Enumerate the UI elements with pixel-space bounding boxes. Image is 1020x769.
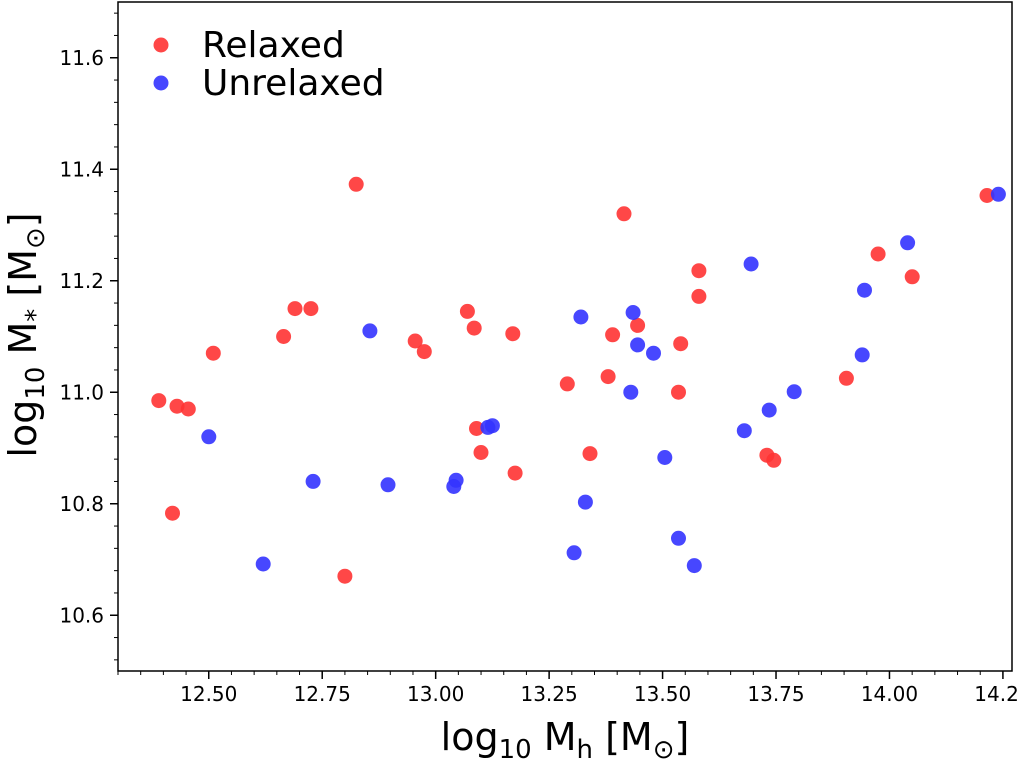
legend-marker-relaxed xyxy=(153,37,169,53)
y-tick-label: 11.4 xyxy=(59,157,104,181)
point-relaxed-4 xyxy=(205,345,221,361)
point-relaxed-6 xyxy=(287,301,303,317)
x-tick-label: 13.50 xyxy=(634,682,691,706)
point-unrelaxed-19 xyxy=(736,423,752,439)
point-unrelaxed-20 xyxy=(743,256,759,272)
point-relaxed-15 xyxy=(473,445,489,460)
point-relaxed-33 xyxy=(979,188,995,203)
point-relaxed-17 xyxy=(507,465,523,481)
point-relaxed-31 xyxy=(870,246,886,262)
point-relaxed-32 xyxy=(904,269,920,285)
point-relaxed-24 xyxy=(671,384,686,400)
point-unrelaxed-12 xyxy=(623,384,639,400)
point-relaxed-10 xyxy=(407,333,423,349)
point-relaxed-8 xyxy=(337,568,353,584)
y-axis-label: log10 M* [M⊙] xyxy=(1,212,51,457)
point-unrelaxed-10 xyxy=(573,309,589,325)
point-unrelaxed-17 xyxy=(671,530,686,546)
point-unrelaxed-18 xyxy=(686,558,702,574)
point-relaxed-27 xyxy=(691,288,707,304)
point-unrelaxed-15 xyxy=(646,345,661,361)
x-tick-label: 12.50 xyxy=(180,682,237,706)
x-tick-label: 14.25 xyxy=(974,682,1020,706)
point-unrelaxed-4 xyxy=(380,477,396,493)
y-axis: 10.6 10.8 11.0 11.2 11.4 11.6 xyxy=(59,12,118,661)
points-layer xyxy=(151,176,1006,584)
point-relaxed-11 xyxy=(416,344,432,360)
x-axis: 12.50 12.75 13.00 13.25 13.50 13.75 14.00 14.25 xyxy=(117,671,1020,706)
point-unrelaxed-0 xyxy=(201,429,217,445)
point-relaxed-5 xyxy=(276,329,292,344)
point-relaxed-1 xyxy=(169,398,185,414)
point-relaxed-16 xyxy=(505,326,521,342)
x-tick-label: 12.75 xyxy=(294,682,351,706)
point-unrelaxed-9 xyxy=(566,545,582,561)
point-relaxed-19 xyxy=(582,446,598,462)
point-unrelaxed-11 xyxy=(577,494,593,510)
point-unrelaxed-26 xyxy=(990,186,1006,202)
point-relaxed-23 xyxy=(630,317,646,333)
legend-label-unrelaxed: Unrelaxed xyxy=(202,63,385,104)
x-tick-label: 13.25 xyxy=(520,682,577,706)
point-unrelaxed-25 xyxy=(900,235,916,251)
y-tick-label: 10.8 xyxy=(59,492,104,516)
point-relaxed-18 xyxy=(559,376,575,392)
point-relaxed-0 xyxy=(151,393,167,409)
point-relaxed-22 xyxy=(616,206,632,222)
point-relaxed-13 xyxy=(466,320,482,336)
point-unrelaxed-8 xyxy=(484,418,500,434)
point-relaxed-2 xyxy=(180,401,196,417)
point-unrelaxed-16 xyxy=(657,450,673,465)
y-tick-label: 11.6 xyxy=(59,46,104,70)
legend-marker-unrelaxed xyxy=(153,75,169,91)
point-relaxed-20 xyxy=(600,369,616,385)
plot-frame xyxy=(117,1,1013,672)
x-tick-label: 13.00 xyxy=(407,682,464,706)
point-relaxed-21 xyxy=(605,327,621,343)
y-tick-label: 11.0 xyxy=(59,380,104,404)
x-axis-label: log10 Mh [M⊙] xyxy=(441,715,690,765)
point-relaxed-25 xyxy=(673,336,689,352)
point-unrelaxed-1 xyxy=(255,556,271,572)
point-relaxed-9 xyxy=(348,176,364,192)
point-unrelaxed-13 xyxy=(625,305,641,320)
y-tick-label: 10.6 xyxy=(59,603,104,627)
point-unrelaxed-14 xyxy=(630,337,646,353)
point-unrelaxed-6 xyxy=(448,472,464,488)
x-tick-label: 14.00 xyxy=(861,682,918,706)
legend-label-relaxed: Relaxed xyxy=(202,25,345,66)
point-relaxed-7 xyxy=(303,301,319,317)
point-relaxed-3 xyxy=(165,505,180,521)
point-relaxed-26 xyxy=(691,263,707,279)
point-unrelaxed-22 xyxy=(786,384,802,400)
point-relaxed-29 xyxy=(766,452,782,468)
point-relaxed-30 xyxy=(838,370,854,386)
point-unrelaxed-3 xyxy=(362,323,378,339)
point-relaxed-14 xyxy=(469,421,484,436)
x-tick-label: 13.75 xyxy=(747,682,804,706)
point-unrelaxed-24 xyxy=(857,282,872,298)
point-unrelaxed-23 xyxy=(854,347,870,363)
point-unrelaxed-2 xyxy=(305,473,321,489)
point-relaxed-12 xyxy=(459,303,475,319)
point-unrelaxed-21 xyxy=(761,402,777,418)
y-tick-label: 11.2 xyxy=(59,269,104,293)
